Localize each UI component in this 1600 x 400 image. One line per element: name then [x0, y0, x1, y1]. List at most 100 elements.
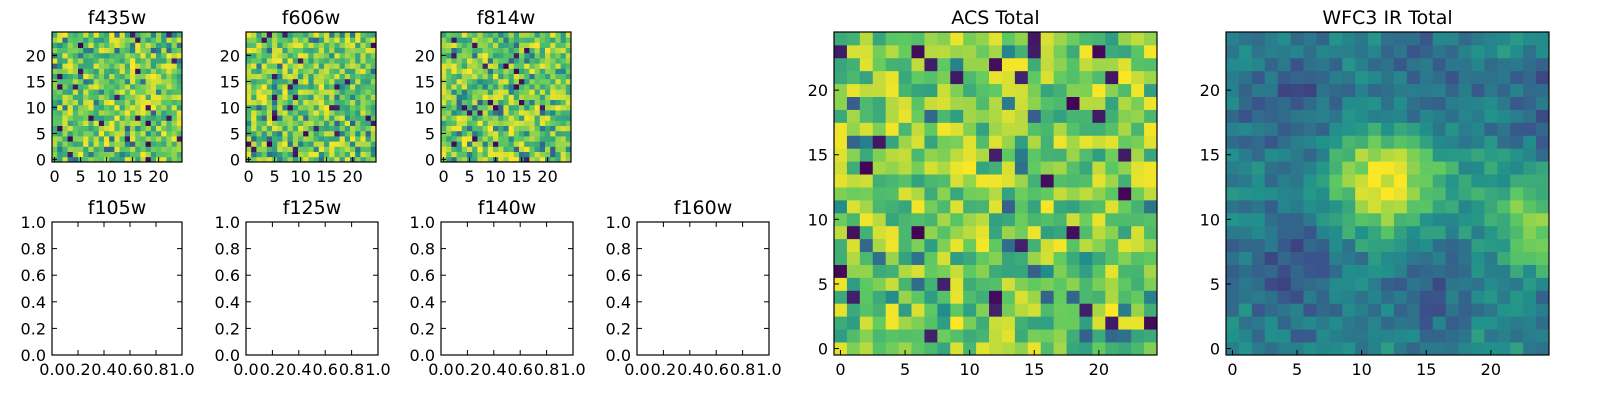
heatmap-cell: [1523, 212, 1537, 227]
heatmap-cell: [1251, 44, 1266, 59]
heatmap-cell: [1381, 96, 1395, 110]
heatmap-cell: [1419, 174, 1434, 188]
heatmap-cell: [1303, 96, 1317, 110]
heatmap-cell: [503, 125, 509, 132]
heatmap-cell: [1027, 225, 1042, 240]
heatmap-cell: [545, 47, 551, 54]
heatmap-cell: [130, 146, 136, 152]
heatmap-cell: [161, 63, 167, 69]
heatmap-cell: [370, 156, 377, 163]
heatmap-cell: [166, 136, 172, 142]
heatmap-cell: [298, 141, 304, 147]
heatmap-cell: [109, 115, 115, 121]
heatmap-cell: [246, 115, 252, 121]
heatmap-cell: [1144, 187, 1158, 201]
heatmap-cell: [482, 89, 489, 95]
heatmap-cell: [72, 42, 79, 48]
heatmap-cell: [477, 156, 483, 163]
y-tick-label: 15: [1200, 146, 1220, 165]
heatmap-cell: [334, 63, 340, 69]
heatmap-cell: [560, 78, 567, 85]
heatmap-cell: [166, 146, 172, 152]
heatmap-cell: [272, 136, 278, 142]
heatmap-cell: [1355, 57, 1369, 72]
heatmap-cell: [140, 120, 146, 126]
heatmap-cell: [256, 37, 262, 43]
heatmap-cell: [1316, 57, 1330, 72]
heatmap-cell: [1066, 251, 1080, 265]
heatmap-cell: [885, 238, 899, 253]
heatmap-cell: [461, 125, 468, 132]
heatmap-cell: [119, 32, 126, 38]
heatmap-cell: [1001, 70, 1016, 85]
heatmap-cell: [1342, 238, 1356, 253]
heatmap-cell: [135, 94, 141, 100]
subplot-title: f125w: [283, 197, 342, 219]
heatmap-cell: [493, 115, 499, 121]
heatmap-cell: [277, 130, 283, 137]
heatmap-cell: [503, 52, 509, 59]
heatmap-cell: [1053, 225, 1067, 240]
heatmap-cell: [1497, 303, 1511, 317]
heatmap-cell: [292, 78, 299, 85]
heatmap-cell: [519, 78, 525, 85]
heatmap-cell: [261, 32, 268, 38]
heatmap-cell: [1536, 109, 1550, 123]
heatmap-cell: [282, 130, 288, 137]
heatmap-cell: [441, 89, 447, 95]
heatmap-cell: [482, 37, 489, 43]
heatmap-cell: [1053, 303, 1067, 317]
heatmap-cell: [1316, 225, 1330, 240]
heatmap-cell: [1105, 277, 1119, 291]
heatmap-cell: [93, 73, 100, 80]
heatmap-cell: [1393, 225, 1408, 240]
heatmap-cell: [477, 47, 483, 54]
heatmap-cell: [924, 264, 938, 278]
heatmap-cell: [130, 94, 136, 100]
heatmap-cell: [119, 151, 126, 158]
heatmap-cell: [508, 63, 515, 69]
heatmap-cell: [1523, 329, 1537, 343]
heatmap-cell: [303, 63, 309, 69]
heatmap-cell: [292, 52, 299, 59]
heatmap-cell: [171, 68, 178, 74]
heatmap-cell: [519, 52, 525, 59]
heatmap-cell: [251, 68, 257, 74]
heatmap-cell: [461, 52, 468, 59]
heatmap-cell: [1040, 32, 1055, 46]
heatmap-cell: [78, 120, 84, 126]
heatmap-cell: [1264, 316, 1279, 330]
heatmap-cell: [130, 63, 136, 69]
heatmap-cell: [898, 238, 912, 253]
heatmap-cell: [355, 58, 361, 64]
y-tick-label: 0: [818, 340, 828, 359]
heatmap-cell: [313, 115, 320, 121]
heatmap-cell: [135, 58, 141, 64]
heatmap-cell: [1105, 264, 1119, 278]
heatmap-cell: [1079, 316, 1093, 330]
heatmap-cell: [171, 94, 178, 100]
heatmap-cell: [365, 84, 372, 90]
heatmap-cell: [150, 120, 157, 126]
heatmap-cell: [57, 63, 63, 69]
heatmap-cell: [482, 115, 489, 121]
heatmap-cell: [1251, 32, 1266, 46]
heatmap-cell: [360, 120, 366, 126]
heatmap-cell: [441, 42, 447, 48]
heatmap-cell: [329, 78, 335, 85]
heatmap-cell: [1131, 342, 1145, 356]
heatmap-cell: [924, 225, 938, 240]
y-tick-label: 5: [230, 124, 240, 143]
heatmap-cell: [1419, 122, 1434, 136]
heatmap-cell: [1342, 187, 1356, 201]
heatmap-cell: [303, 68, 309, 74]
heatmap-cell: [451, 78, 457, 85]
heatmap-cell: [1536, 264, 1550, 278]
heatmap-cell: [950, 96, 964, 110]
heatmap-cell: [140, 94, 146, 100]
heatmap-cell: [292, 120, 299, 126]
heatmap-cell: [1368, 329, 1382, 343]
heatmap-cell: [963, 161, 977, 175]
heatmap-cell: [130, 120, 136, 126]
heatmap-cell: [1001, 251, 1016, 265]
